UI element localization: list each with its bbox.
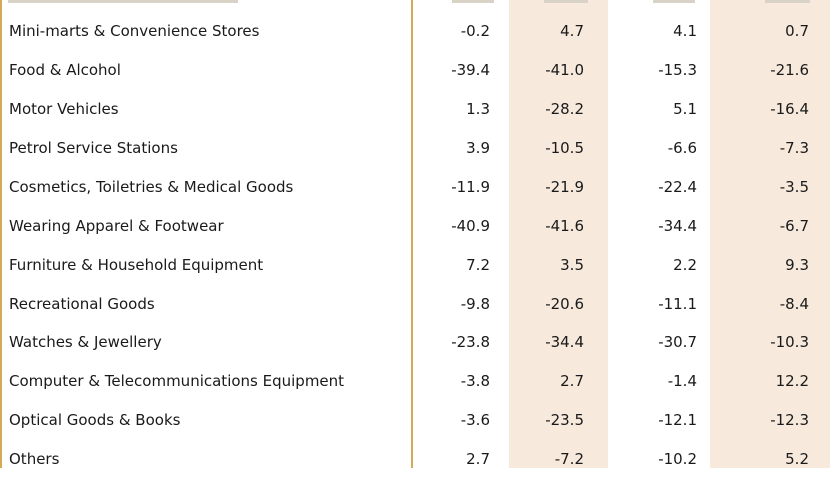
row-value-2: -23.5 bbox=[545, 411, 584, 429]
row-value-4: -16.4 bbox=[770, 100, 809, 118]
row-value-4: -7.3 bbox=[779, 139, 809, 157]
row-label: Recreational Goods bbox=[9, 295, 155, 313]
row-value-3: -1.4 bbox=[667, 372, 697, 390]
header-remnant bbox=[452, 0, 494, 3]
table-row: Furniture & Household Equipment 7.2 3.5 … bbox=[0, 255, 830, 294]
row-value-2: 3.5 bbox=[560, 256, 584, 274]
row-value-1: 2.7 bbox=[466, 450, 490, 468]
row-label: Wearing Apparel & Footwear bbox=[9, 217, 224, 235]
table-row: Mini-marts & Convenience Stores -0.2 4.7… bbox=[0, 21, 830, 60]
table-row: Food & Alcohol -39.4 -41.0 -15.3 -21.6 bbox=[0, 60, 830, 99]
row-value-4: 9.3 bbox=[785, 256, 809, 274]
row-label: Petrol Service Stations bbox=[9, 139, 178, 157]
left-border-rule bbox=[0, 0, 2, 468]
row-value-4: -10.3 bbox=[770, 333, 809, 351]
row-value-1: -39.4 bbox=[451, 61, 490, 79]
row-value-3: -6.6 bbox=[667, 139, 697, 157]
row-value-4: 5.2 bbox=[785, 450, 809, 468]
row-value-1: -11.9 bbox=[451, 178, 490, 196]
header-remnant bbox=[8, 0, 238, 3]
table-row: Optical Goods & Books -3.6 -23.5 -12.1 -… bbox=[0, 410, 830, 449]
row-value-3: -34.4 bbox=[658, 217, 697, 235]
table-row: Wearing Apparel & Footwear -40.9 -41.6 -… bbox=[0, 216, 830, 255]
row-value-4: -12.3 bbox=[770, 411, 809, 429]
row-value-2: -28.2 bbox=[545, 100, 584, 118]
row-value-1: -40.9 bbox=[451, 217, 490, 235]
row-value-2: -7.2 bbox=[554, 450, 584, 468]
row-value-1: 3.9 bbox=[466, 139, 490, 157]
row-label: Cosmetics, Toiletries & Medical Goods bbox=[9, 178, 294, 196]
table-row: Watches & Jewellery -23.8 -34.4 -30.7 -1… bbox=[0, 332, 830, 371]
row-label: Others bbox=[9, 450, 60, 468]
row-value-3: -30.7 bbox=[658, 333, 697, 351]
row-value-1: -3.8 bbox=[460, 372, 490, 390]
row-value-4: -8.4 bbox=[779, 295, 809, 313]
row-value-2: -41.0 bbox=[545, 61, 584, 79]
row-value-1: 1.3 bbox=[466, 100, 490, 118]
table-row: Cosmetics, Toiletries & Medical Goods -1… bbox=[0, 177, 830, 216]
row-value-3: -22.4 bbox=[658, 178, 697, 196]
row-label: Furniture & Household Equipment bbox=[9, 256, 264, 274]
table-row: Others 2.7 -7.2 -10.2 5.2 bbox=[0, 449, 830, 488]
row-label: Motor Vehicles bbox=[9, 100, 119, 118]
row-value-4: -6.7 bbox=[779, 217, 809, 235]
row-value-3: 5.1 bbox=[673, 100, 697, 118]
row-label: Mini-marts & Convenience Stores bbox=[9, 22, 260, 40]
row-value-2: -20.6 bbox=[545, 295, 584, 313]
row-value-3: 4.1 bbox=[673, 22, 697, 40]
row-value-3: 2.2 bbox=[673, 256, 697, 274]
header-remnant bbox=[544, 0, 588, 3]
table-row: Petrol Service Stations 3.9 -10.5 -6.6 -… bbox=[0, 138, 830, 177]
row-value-3: -15.3 bbox=[658, 61, 697, 79]
row-value-3: -10.2 bbox=[658, 450, 697, 468]
row-value-4: 0.7 bbox=[785, 22, 809, 40]
header-remnant bbox=[765, 0, 810, 3]
row-value-2: -34.4 bbox=[545, 333, 584, 351]
row-value-4: -3.5 bbox=[779, 178, 809, 196]
row-value-2: -21.9 bbox=[545, 178, 584, 196]
shaded-column-4 bbox=[710, 0, 830, 468]
row-value-3: -12.1 bbox=[658, 411, 697, 429]
row-value-2: -41.6 bbox=[545, 217, 584, 235]
retail-sales-table: Mini-marts & Convenience Stores -0.2 4.7… bbox=[0, 0, 830, 468]
row-label: Computer & Telecommunications Equipment bbox=[9, 372, 345, 390]
row-value-2: 2.7 bbox=[560, 372, 584, 390]
row-value-1: -23.8 bbox=[451, 333, 490, 351]
row-value-2: 4.7 bbox=[560, 22, 584, 40]
row-value-1: -3.6 bbox=[460, 411, 490, 429]
row-value-1: -9.8 bbox=[460, 295, 490, 313]
shaded-column-2 bbox=[509, 0, 608, 468]
row-label: Food & Alcohol bbox=[9, 61, 121, 79]
column-divider-rule bbox=[411, 0, 413, 468]
table-row: Computer & Telecommunications Equipment … bbox=[0, 371, 830, 410]
row-value-4: -21.6 bbox=[770, 61, 809, 79]
row-value-2: -10.5 bbox=[545, 139, 584, 157]
table-row: Motor Vehicles 1.3 -28.2 5.1 -16.4 bbox=[0, 99, 830, 138]
table-row: Recreational Goods -9.8 -20.6 -11.1 -8.4 bbox=[0, 294, 830, 333]
row-label: Watches & Jewellery bbox=[9, 333, 162, 351]
row-value-1: 7.2 bbox=[466, 256, 490, 274]
row-label: Optical Goods & Books bbox=[9, 411, 181, 429]
header-remnant bbox=[653, 0, 695, 3]
row-value-1: -0.2 bbox=[460, 22, 490, 40]
row-value-4: 12.2 bbox=[775, 372, 809, 390]
row-value-3: -11.1 bbox=[658, 295, 697, 313]
